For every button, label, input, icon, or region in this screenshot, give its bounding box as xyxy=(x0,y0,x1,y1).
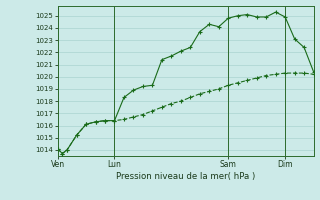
X-axis label: Pression niveau de la mer( hPa ): Pression niveau de la mer( hPa ) xyxy=(116,172,255,181)
